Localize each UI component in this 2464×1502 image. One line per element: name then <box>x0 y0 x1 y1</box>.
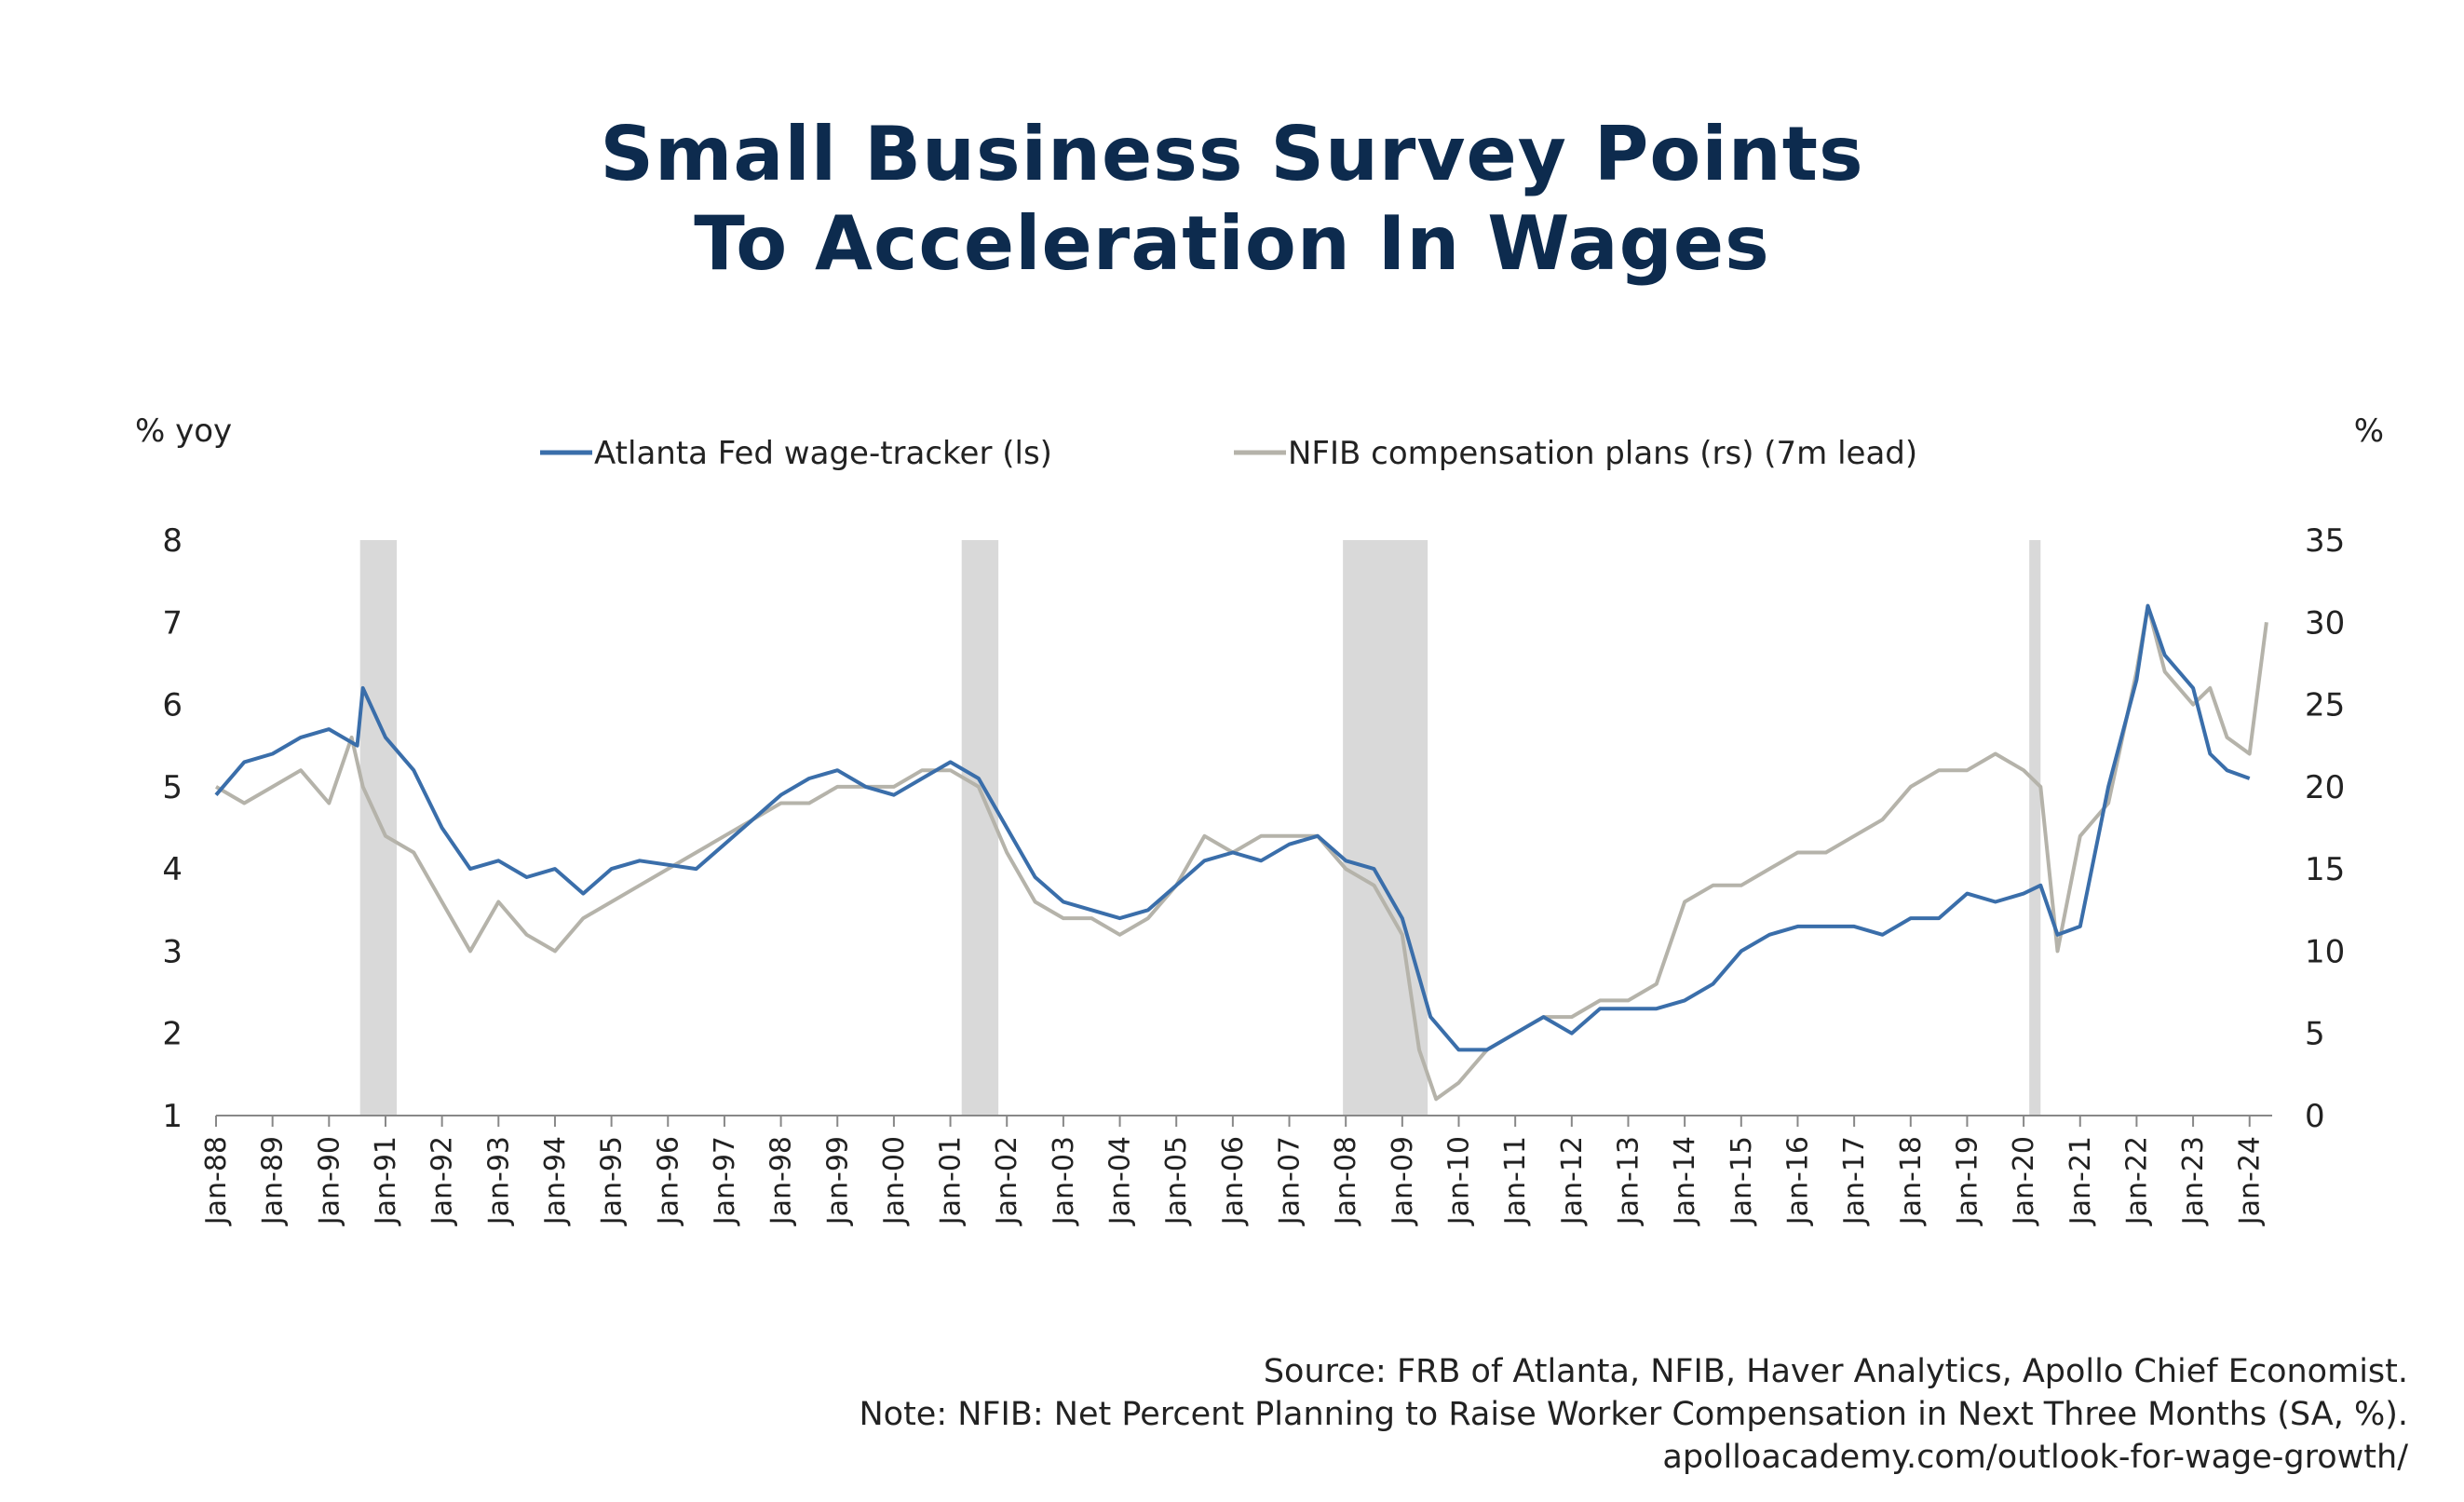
x-tick-label: Jan-09 <box>1387 1136 1419 1226</box>
left-tick-label: 2 <box>162 1016 183 1053</box>
x-tick-label: Jan-20 <box>2008 1136 2040 1226</box>
x-tick-label: Jan-07 <box>1274 1136 1306 1226</box>
x-tick-label: Jan-12 <box>1556 1136 1589 1226</box>
x-tick-label: Jan-94 <box>539 1136 572 1226</box>
x-tick-label: Jan-99 <box>821 1136 854 1226</box>
right-axis-label: % <box>2354 413 2384 450</box>
series-line-nfib <box>214 603 2268 1102</box>
legend-label-nfib: NFIB compensation plans (rs) (7m lead) <box>1288 435 1917 472</box>
x-tick-label: Jan-15 <box>1726 1136 1758 1226</box>
right-axis-ticks: 35 30 25 20 15 10 5 0 <box>2305 522 2345 1135</box>
x-tick-label: Jan-95 <box>596 1136 629 1226</box>
right-tick-label: 5 <box>2305 1016 2325 1053</box>
x-tick-label: Jan-10 <box>1443 1136 1476 1226</box>
right-tick-label: 15 <box>2305 851 2345 888</box>
recession-bands <box>359 540 2041 1116</box>
left-tick-label: 1 <box>162 1098 183 1135</box>
right-tick-label: 25 <box>2305 687 2345 724</box>
legend-label-atlanta: Atlanta Fed wage-tracker (ls) <box>594 435 1052 472</box>
x-tick-label: Jan-03 <box>1048 1136 1080 1226</box>
x-tick-label: Jan-93 <box>482 1136 515 1226</box>
chart-title: Small Business Survey Points To Accelera… <box>0 110 2464 289</box>
recession-band <box>2029 540 2041 1116</box>
x-tick-label: Jan-11 <box>1499 1136 1532 1226</box>
x-tick-label: Jan-02 <box>991 1136 1023 1226</box>
x-tick-label: Jan-08 <box>1330 1136 1362 1226</box>
x-tick-label: Jan-97 <box>709 1136 741 1226</box>
x-tick-label: Jan-88 <box>200 1136 233 1226</box>
x-tick-label: Jan-06 <box>1217 1136 1250 1226</box>
left-axis-label: % yoy <box>135 413 232 450</box>
x-tick-label: Jan-98 <box>765 1136 798 1226</box>
x-tick-label: Jan-18 <box>1895 1136 1928 1226</box>
left-axis-ticks: 8 7 6 5 4 3 2 1 <box>162 522 183 1135</box>
chart-plot: % yoy % Atlanta Fed wage-tracker (ls) NF… <box>135 413 2384 1226</box>
series-line-atlanta <box>214 603 2251 1052</box>
x-tick-label: Jan-23 <box>2177 1136 2210 1226</box>
series-lines <box>214 603 2268 1102</box>
chart-title-line: Small Business Survey Points <box>600 111 1864 197</box>
x-tick-label: Jan-89 <box>257 1136 290 1226</box>
right-tick-label: 20 <box>2305 769 2345 806</box>
right-tick-label: 0 <box>2305 1098 2325 1135</box>
left-tick-label: 3 <box>162 933 183 970</box>
x-tick-label: Jan-16 <box>1781 1136 1814 1226</box>
x-tick-label: Jan-21 <box>2065 1136 2097 1226</box>
source-notes: Source: FRB of Atlanta, NFIB, Haver Anal… <box>859 1350 2408 1479</box>
x-tick-label: Jan-04 <box>1104 1136 1137 1226</box>
left-tick-label: 5 <box>162 769 183 806</box>
right-tick-label: 35 <box>2305 522 2345 560</box>
right-tick-label: 10 <box>2305 933 2345 970</box>
right-tick-label: 30 <box>2305 604 2345 642</box>
source-line: Source: FRB of Atlanta, NFIB, Haver Anal… <box>1263 1353 2408 1390</box>
left-tick-label: 6 <box>162 687 183 724</box>
x-tick-label: Jan-90 <box>313 1136 345 1226</box>
x-tick-label: Jan-22 <box>2120 1136 2153 1226</box>
url-line: apolloacademy.com/outlook-for-wage-growt… <box>1662 1439 2408 1476</box>
recession-band <box>961 540 999 1116</box>
x-tick-label: Jan-05 <box>1160 1136 1193 1226</box>
note-line: Note: NFIB: Net Percent Planning to Rais… <box>859 1396 2408 1433</box>
x-tick-label: Jan-96 <box>652 1136 684 1226</box>
left-tick-label: 4 <box>162 851 183 888</box>
x-tick-label: Jan-00 <box>878 1136 911 1226</box>
legend: Atlanta Fed wage-tracker (ls) NFIB compe… <box>540 435 1917 472</box>
left-tick-label: 8 <box>162 522 183 560</box>
left-tick-label: 7 <box>162 604 183 642</box>
x-tick-label: Jan-17 <box>1838 1136 1871 1226</box>
x-axis-ticks: Jan-88 Jan-89 Jan-90 Jan-91 Jan-92 Jan-93 Jan-… <box>200 1116 2267 1226</box>
x-tick-label: Jan-14 <box>1669 1136 1701 1226</box>
x-tick-label: Jan-01 <box>935 1136 968 1226</box>
chart-title-line: To Acceleration In Wages <box>694 200 1770 287</box>
x-tick-label: Jan-19 <box>1951 1136 1983 1226</box>
x-tick-label: Jan-13 <box>1612 1136 1645 1226</box>
recession-band <box>359 540 398 1116</box>
x-tick-label: Jan-24 <box>2234 1136 2267 1226</box>
x-tick-label: Jan-92 <box>426 1136 459 1226</box>
x-tick-label: Jan-91 <box>370 1136 402 1226</box>
